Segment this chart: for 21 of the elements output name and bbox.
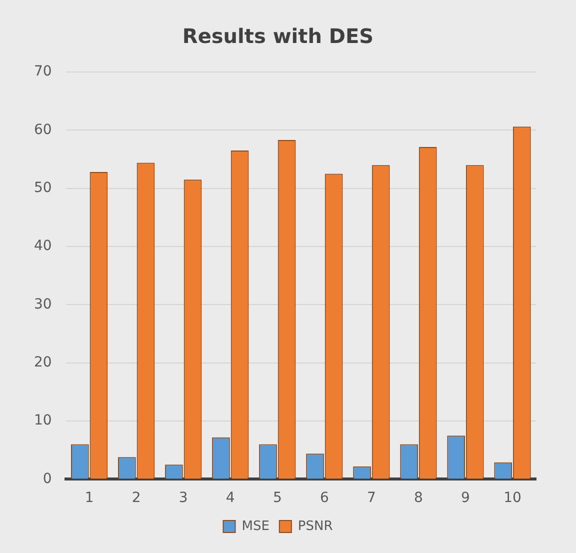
y-tick-label: 0 [42,470,52,487]
y-tick-label: 30 [34,296,52,312]
x-tick-label: 10 [504,490,522,506]
x-tick-label: 3 [178,490,188,506]
chart-title: Results with DES [182,24,374,48]
y-tick-label: 50 [34,180,52,196]
x-tick-label: 7 [366,490,376,506]
x-tick-label: 5 [272,490,282,506]
legend-label: MSE [242,518,270,534]
legend-label: PSNR [298,518,333,534]
y-tick-label: 20 [34,354,52,370]
x-tick-label: 9 [461,490,470,506]
y-tick-label: 40 [34,238,52,254]
y-tick-label: 60 [34,122,52,138]
x-tick-label: 2 [132,490,141,506]
y-tick-label: 10 [34,412,52,429]
x-tick-label: 1 [84,490,94,506]
y-tick-label: 70 [34,64,52,80]
x-tick-label: 6 [320,490,329,506]
x-tick-label: 8 [414,490,423,506]
x-tick-label: 4 [226,490,235,506]
